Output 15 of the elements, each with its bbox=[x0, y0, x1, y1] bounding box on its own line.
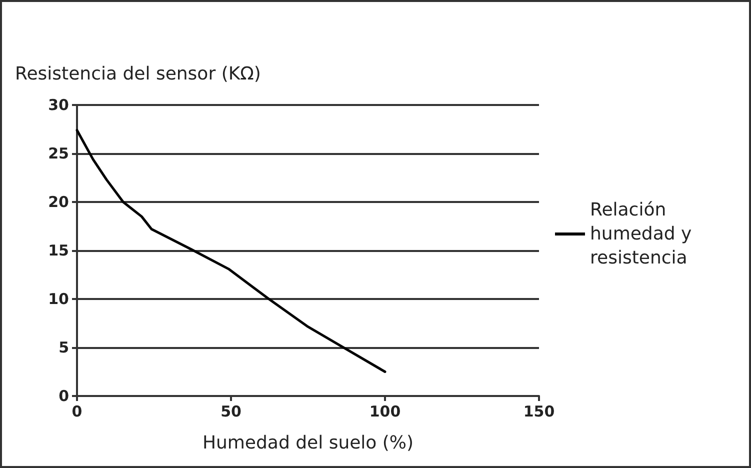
y-tick-label: 5 bbox=[58, 338, 69, 356]
line-series bbox=[76, 128, 386, 373]
x-tick-label: 50 bbox=[220, 402, 242, 420]
y-tick-label: 20 bbox=[48, 193, 69, 211]
y-tick-label: 30 bbox=[48, 96, 69, 114]
x-tick-label: 100 bbox=[369, 402, 401, 420]
x-tick-label: 150 bbox=[523, 402, 555, 420]
y-axis-title: Resistencia del sensor (KΩ) bbox=[15, 64, 261, 84]
y-tick-label: 10 bbox=[48, 290, 69, 308]
x-axis-title: Humedad del suelo (%) bbox=[202, 432, 414, 454]
legend-label: Relación humedad y resistencia bbox=[590, 200, 698, 268]
y-tick-label: 0 bbox=[58, 387, 69, 405]
x-tick-label: 0 bbox=[72, 402, 82, 420]
y-tick-label: 15 bbox=[48, 242, 69, 260]
y-tick-label: 25 bbox=[48, 144, 69, 162]
